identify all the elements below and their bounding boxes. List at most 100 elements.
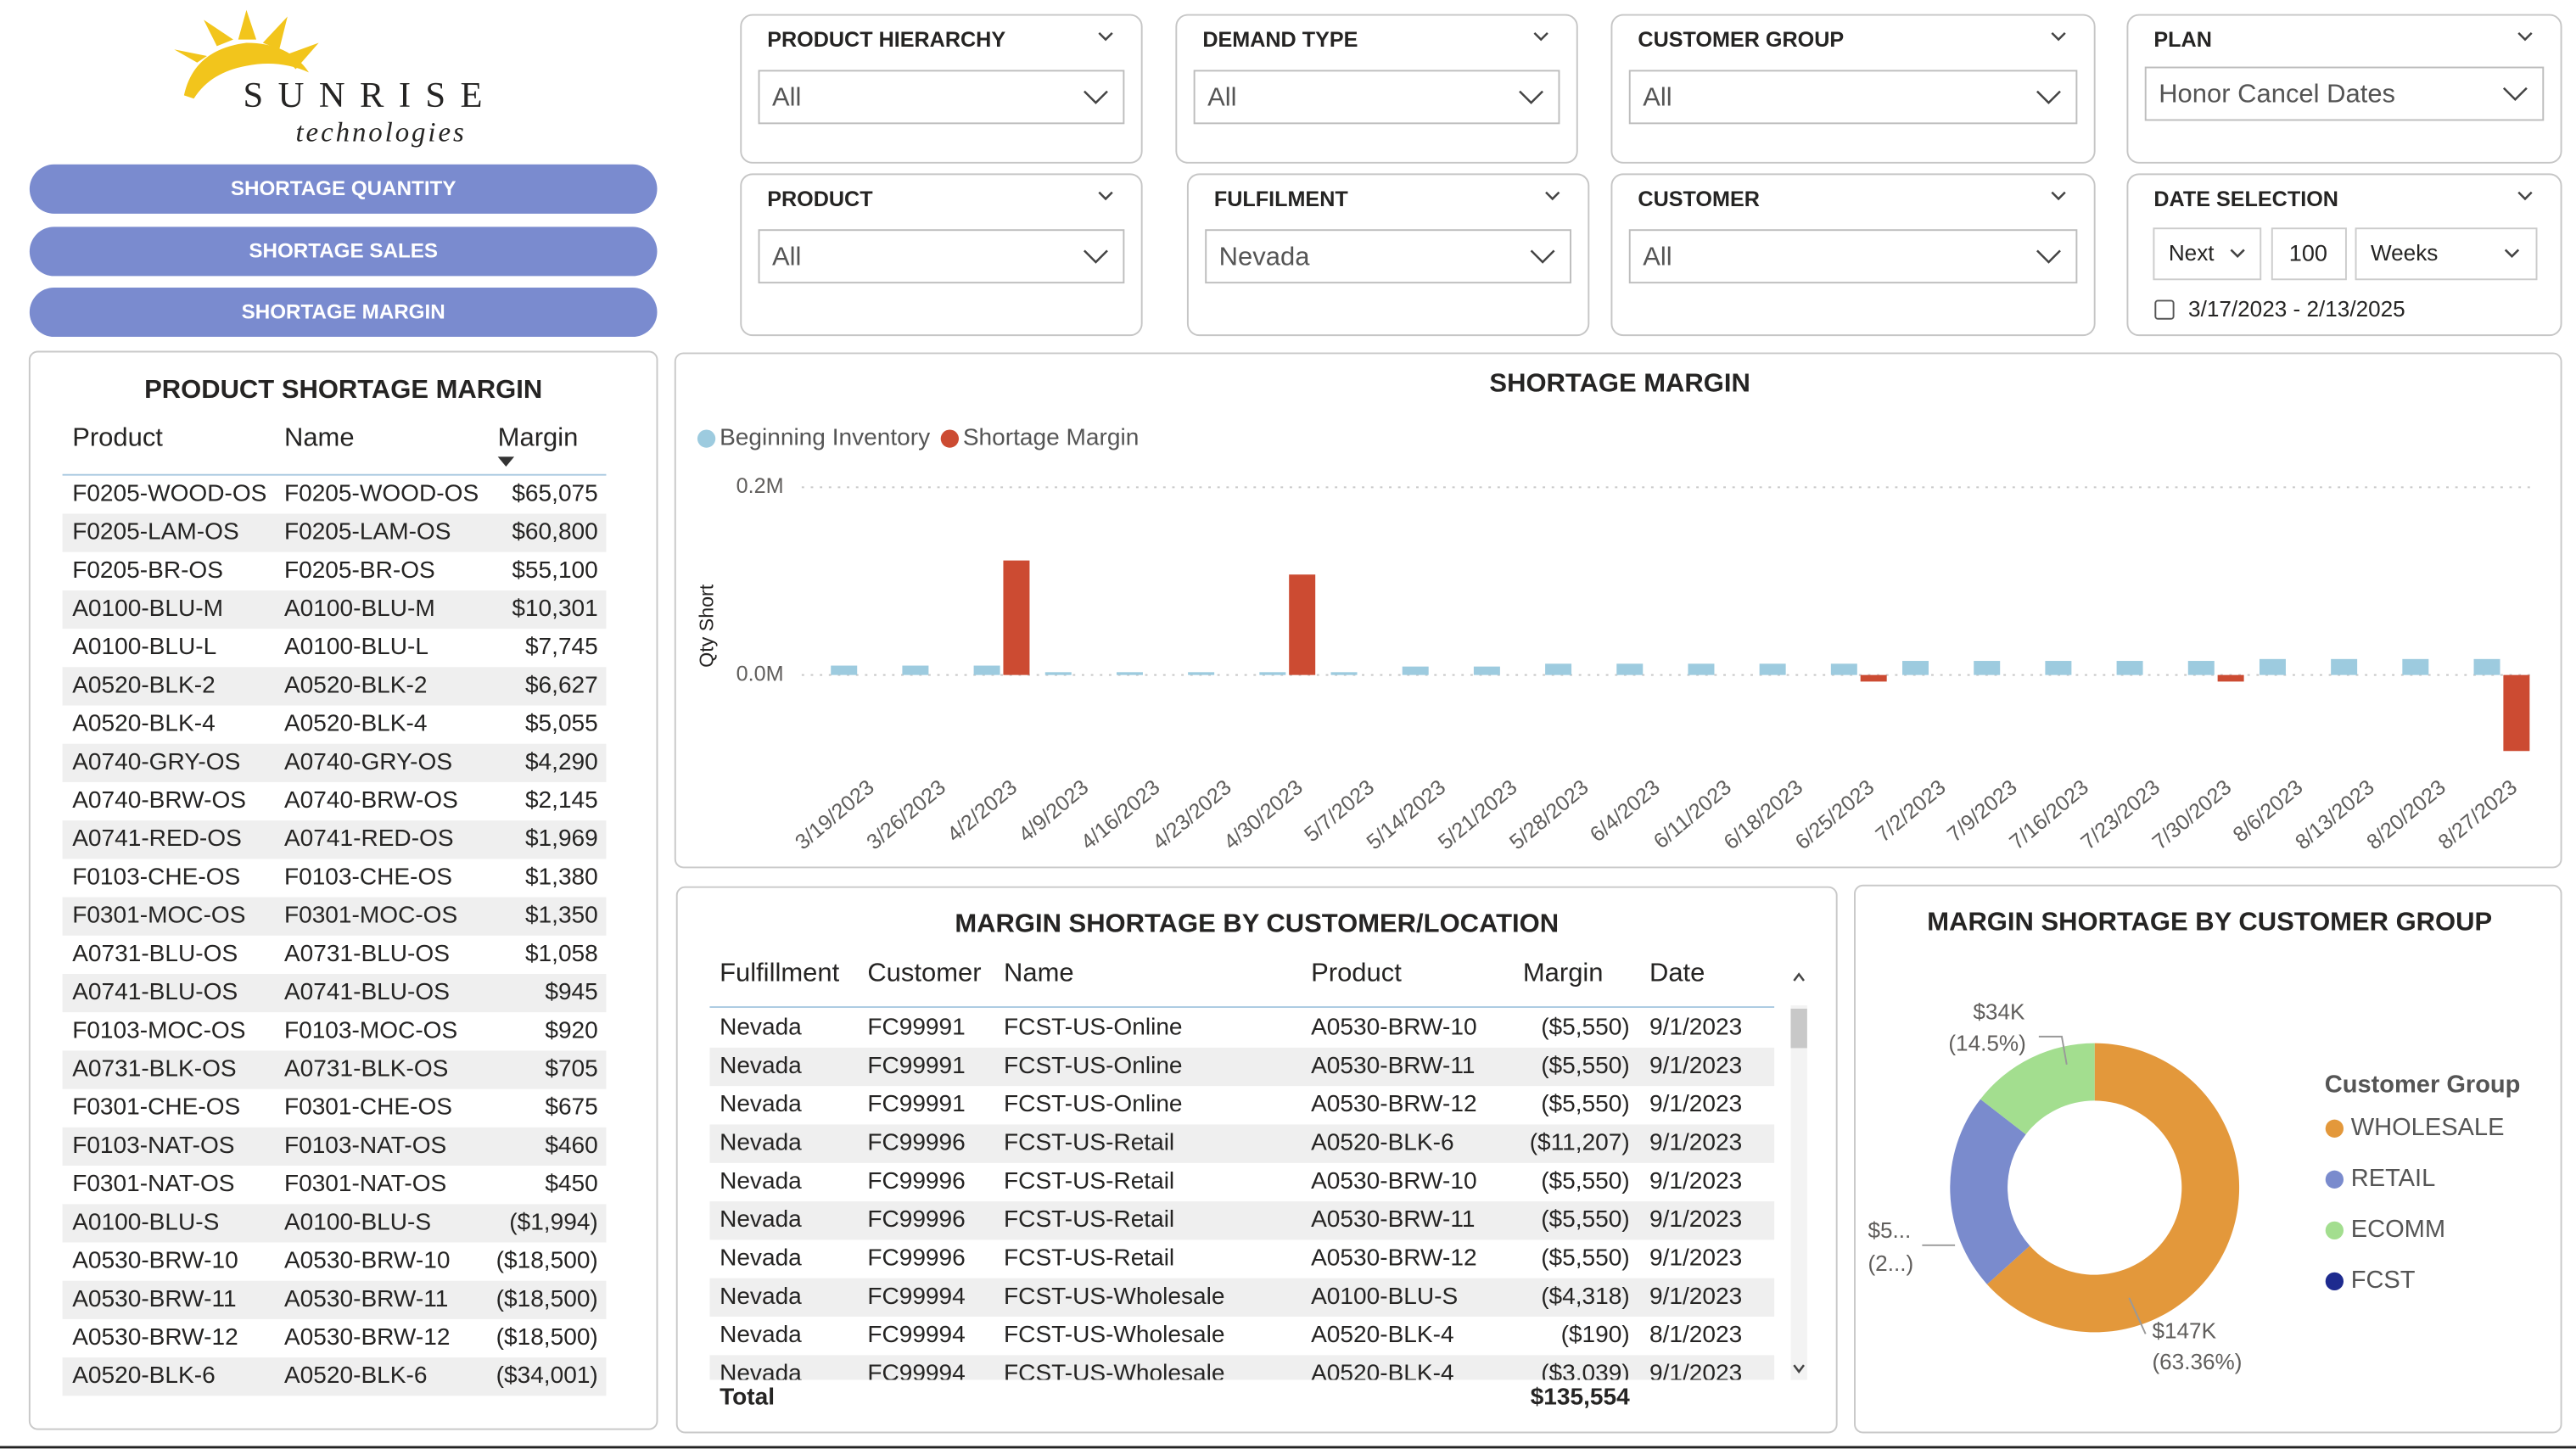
- cell: A0530-BRW-12: [72, 1323, 238, 1350]
- legend-swatch: [697, 429, 716, 448]
- table-title: MARGIN SHORTAGE BY CUSTOMER/LOCATION: [955, 908, 1559, 937]
- cell: Nevada: [720, 1090, 802, 1116]
- cell: FC99994: [867, 1321, 965, 1347]
- filter-dropdown[interactable]: [1628, 70, 2078, 125]
- cell: F0103-NAT-OS: [284, 1132, 446, 1158]
- cell: FCST-US-Online: [1004, 1014, 1183, 1040]
- cell: A0530-BRW-11: [284, 1285, 448, 1312]
- cell: 8/1/2023: [1649, 1321, 1742, 1347]
- date-unit[interactable]: [2355, 227, 2538, 281]
- bar: [831, 665, 858, 675]
- filter-dropdown[interactable]: [1628, 229, 2078, 284]
- column-header[interactable]: Customer: [867, 957, 981, 987]
- logo-tagline: technologies: [296, 117, 467, 148]
- total-value: $135,554: [1531, 1383, 1630, 1409]
- bar: [1188, 672, 1215, 675]
- cell: ($18,500): [496, 1285, 598, 1312]
- row-band: [709, 1047, 1775, 1087]
- cell: 9/1/2023: [1649, 1167, 1742, 1194]
- date-mode[interactable]: [2153, 227, 2262, 281]
- legend-label: Shortage Margin: [963, 424, 1139, 450]
- cell: A0100-BLU-M: [284, 595, 435, 621]
- data-label: $34K: [1973, 999, 2025, 1025]
- cell: FCST-US-Wholesale: [1004, 1321, 1224, 1347]
- scrollbar[interactable]: [1790, 972, 1807, 1380]
- cell: Nevada: [720, 1359, 802, 1385]
- bar: [1003, 560, 1030, 675]
- column-header[interactable]: Date: [1649, 957, 1705, 987]
- bar: [2217, 674, 2244, 682]
- cell: A0740-GRY-OS: [284, 748, 452, 775]
- cell: A0100-BLU-L: [284, 633, 428, 659]
- cell: $1,380: [525, 863, 598, 889]
- cell: Nevada: [720, 1283, 802, 1309]
- legend-label: FCST: [2351, 1267, 2416, 1294]
- bar: [973, 665, 1000, 675]
- bar: [1688, 663, 1715, 675]
- table-body: Nevada FC99991 FCST-US-Online A0530-BRW-10 (…: [709, 1014, 1775, 1385]
- filter-dropdown[interactable]: [2144, 66, 2545, 121]
- nav-button[interactable]: [29, 164, 658, 214]
- cell: $1,058: [525, 940, 598, 966]
- dropdown-chevron: [1519, 90, 1544, 104]
- dropdown-chevron: [2036, 90, 2061, 104]
- cell: ($190): [1561, 1321, 1630, 1347]
- cell: FC99994: [867, 1283, 965, 1309]
- row-band: [62, 1280, 607, 1319]
- cell: A0530-BRW-11: [1311, 1206, 1475, 1232]
- column-header[interactable]: Name: [1004, 957, 1074, 987]
- bar: [1044, 672, 1072, 675]
- scroll-up[interactable]: [1793, 972, 1805, 982]
- cell: FC99996: [867, 1167, 965, 1194]
- bar: [1545, 663, 1572, 675]
- data-label: $5...: [1868, 1217, 1911, 1243]
- column-header[interactable]: Name: [284, 422, 355, 451]
- filter-dropdown[interactable]: [1193, 70, 1560, 125]
- filter-dropdown[interactable]: [758, 70, 1125, 125]
- cell: F0103-NAT-OS: [72, 1132, 234, 1158]
- chart-title: SHORTAGE MARGIN: [1489, 367, 1750, 397]
- row-band: [62, 590, 607, 629]
- cell: FC99996: [867, 1129, 965, 1155]
- filter-toggle: [2051, 31, 2066, 42]
- bar: [2116, 661, 2143, 675]
- date-count[interactable]: [2271, 227, 2347, 281]
- row-band: [62, 513, 607, 552]
- cell: FC99996: [867, 1206, 965, 1232]
- cell: A0520-BLK-4: [72, 710, 216, 736]
- nav-button[interactable]: [29, 287, 658, 338]
- column-header[interactable]: Margin: [1523, 957, 1604, 987]
- filter-dropdown[interactable]: [1205, 229, 1571, 284]
- y-tick-label: 0.0M: [736, 662, 784, 685]
- bar-chart-panel: [674, 352, 2562, 869]
- cell: A0520-BLK-6: [284, 1362, 428, 1388]
- cell: A0530-BRW-10: [1311, 1167, 1477, 1194]
- scroll-thumb[interactable]: [1790, 1008, 1807, 1049]
- column-header[interactable]: Margin: [498, 422, 579, 451]
- date-unit-value: Weeks: [2371, 240, 2438, 266]
- cell: A0520-BLK-2: [72, 671, 216, 697]
- column-header[interactable]: Product: [1311, 957, 1402, 987]
- cell: 9/1/2023: [1649, 1283, 1742, 1309]
- date-count-value: 100: [2289, 239, 2327, 266]
- cell: A0530-BRW-10: [284, 1247, 451, 1273]
- column-header[interactable]: Fulfillment: [720, 957, 840, 987]
- nav-button[interactable]: [29, 227, 658, 277]
- column-header[interactable]: Product: [72, 422, 163, 451]
- filter-dropdown[interactable]: [758, 229, 1125, 284]
- cell: A0741-RED-OS: [72, 825, 242, 851]
- nav-button-label: SHORTAGE QUANTITY: [231, 177, 456, 200]
- cell: 9/1/2023: [1649, 1206, 1742, 1232]
- row-band: [62, 1204, 607, 1243]
- cell: ($5,550): [1541, 1090, 1630, 1116]
- cell: FCST-US-Wholesale: [1004, 1283, 1224, 1309]
- dropdown-chevron: [1084, 90, 1108, 104]
- bar: [1402, 666, 1429, 675]
- cell: $7,745: [525, 633, 598, 659]
- bar: [1330, 672, 1358, 675]
- scroll-down[interactable]: [1793, 1364, 1805, 1373]
- row-band: [62, 1050, 607, 1089]
- filter-value: All: [1207, 81, 1236, 111]
- calendar-icon: [2154, 299, 2175, 320]
